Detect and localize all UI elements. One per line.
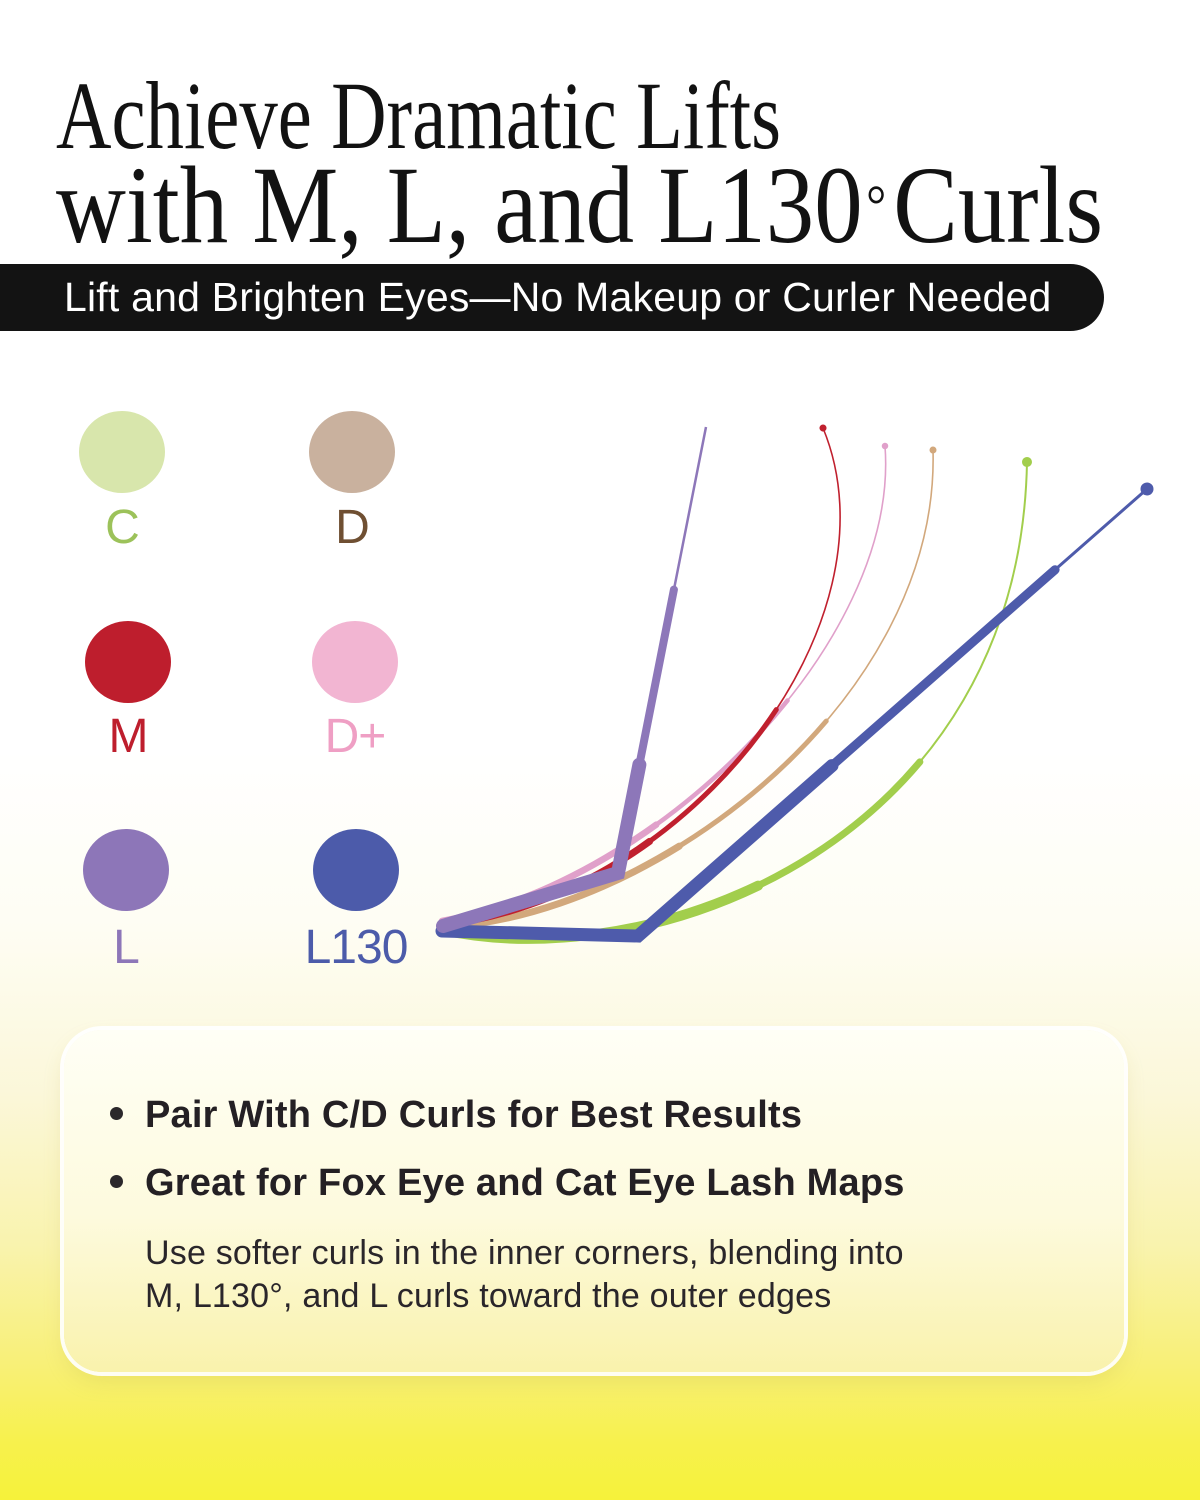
info-note-line-2: M, L130°, and L curls toward the outer e… bbox=[145, 1277, 832, 1315]
legend-label-m: M bbox=[108, 710, 149, 763]
legend-label-d-plus: D+ bbox=[324, 710, 387, 763]
curl-curve-d-plus bbox=[438, 442, 889, 925]
legend-circle-m bbox=[85, 621, 171, 703]
info-note-line-1: Use softer curls in the inner corners, b… bbox=[145, 1234, 904, 1272]
bullet-item: Great for Fox Eye and Cat Eye Lash Maps bbox=[110, 1160, 1084, 1206]
curl-curve-d bbox=[438, 446, 937, 931]
legend-circle-d-plus bbox=[312, 621, 398, 703]
page-title-line-1: Achieve Dramatic Lifts bbox=[56, 62, 782, 169]
legend-label-l: L bbox=[113, 921, 140, 974]
legend-label-l130: L130 bbox=[304, 921, 409, 974]
bullet-dot-icon bbox=[110, 1107, 123, 1120]
title-line2-suffix: Curls bbox=[893, 144, 1104, 266]
curl-curve-c bbox=[437, 457, 1032, 944]
legend-circle-d bbox=[309, 411, 395, 493]
bullet-text-2: Great for Fox Eye and Cat Eye Lash Maps bbox=[145, 1162, 905, 1204]
curl-curve-m bbox=[438, 424, 844, 929]
legend-circle-l bbox=[83, 829, 169, 911]
legend-circle-c bbox=[79, 411, 165, 493]
bullet-text-1: Pair With C/D Curls for Best Results bbox=[145, 1094, 803, 1136]
curl-curve-l130 bbox=[435, 482, 1154, 943]
bullet-item: Pair With C/D Curls for Best Results bbox=[110, 1092, 1084, 1138]
title-line2-prefix: with M, L, and L130 bbox=[56, 144, 863, 266]
legend-label-d: D bbox=[335, 501, 370, 554]
legend-label-c: C bbox=[105, 501, 140, 554]
banner-text: Lift and Brighten Eyes—No Makeup or Curl… bbox=[64, 274, 1052, 320]
banner: Lift and Brighten Eyes—No Makeup or Curl… bbox=[0, 264, 1104, 331]
info-card: Pair With C/D Curls for Best Results Gre… bbox=[64, 1030, 1124, 1372]
degree-symbol: ° bbox=[866, 174, 887, 237]
page-title-line-2: with M, L, and L130°Curls bbox=[56, 150, 1103, 260]
curl-curve-l bbox=[436, 420, 713, 933]
info-note: Use softer curls in the inner corners, b… bbox=[145, 1232, 1084, 1318]
legend-circle-l130 bbox=[313, 829, 399, 911]
bullet-dot-icon bbox=[110, 1175, 123, 1188]
